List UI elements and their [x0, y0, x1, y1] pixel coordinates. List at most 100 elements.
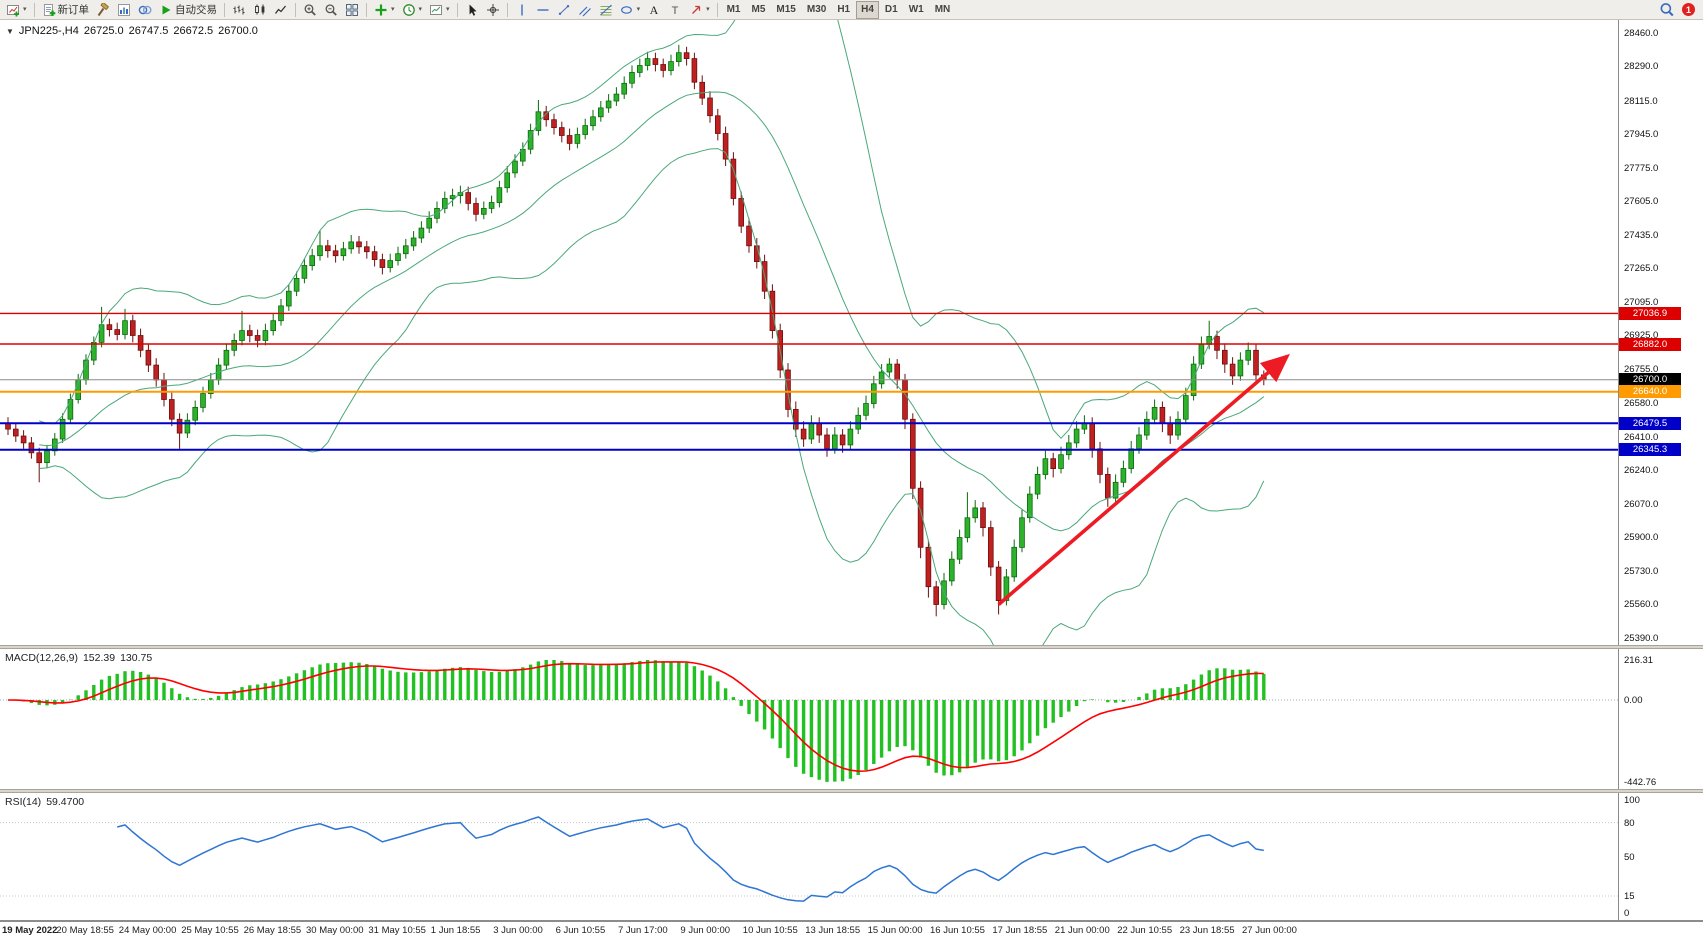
templates-button[interactable]: ▾ [426, 1, 453, 19]
text-label-button[interactable]: T [665, 1, 685, 19]
time-axis-label: 13 Jun 18:55 [805, 925, 861, 936]
timeframe-d1-button[interactable]: D1 [880, 1, 903, 19]
price-axis[interactable]: 28460.0 28290.0 28115.0 27945.0 27775.0 27605… [1618, 20, 1703, 941]
panel-splitter[interactable] [0, 645, 1703, 649]
time-axis-label: 1 Jun 18:55 [430, 925, 481, 936]
text-button[interactable]: A [644, 1, 664, 19]
time-axis-label: 20 May 18:55 [56, 925, 114, 936]
toolbar-separator [295, 2, 297, 17]
channel-icon [578, 6, 591, 16]
line-chart-button[interactable] [271, 1, 291, 19]
time-axis-label: 30 May 00:00 [306, 925, 364, 936]
candlestick-chart-button[interactable] [250, 1, 270, 19]
zoom-in-icon [304, 3, 316, 16]
timeframe-m15-button[interactable]: M15 [771, 1, 800, 19]
market-watch-button[interactable] [114, 1, 134, 19]
hammer-icon [97, 2, 109, 16]
new-order-icon [43, 3, 55, 16]
trendline-button[interactable] [554, 1, 574, 19]
zoom-in-button[interactable] [300, 1, 320, 19]
chart-close-value: 26700.0 [218, 25, 258, 37]
time-axis-label: 7 Jun 17:00 [618, 925, 668, 936]
rsi-axis-label: 100 [1624, 795, 1640, 806]
tile-windows-button[interactable] [342, 1, 362, 19]
symbol-dropdown-icon[interactable]: ▼ [6, 26, 14, 36]
data-window-icon [138, 5, 152, 14]
search-icon [1660, 3, 1674, 17]
crosshair-button[interactable] [483, 1, 503, 19]
price-axis-label: 25900.0 [1624, 532, 1659, 543]
chart-high-value: 26747.5 [128, 25, 169, 37]
zoom-out-button[interactable] [321, 1, 341, 19]
strategy-tester-button[interactable] [93, 1, 113, 19]
new-order-button[interactable]: 新订单 [39, 1, 93, 19]
indicators-button[interactable]: ▾ [371, 1, 398, 19]
bars-icon [233, 5, 245, 14]
time-axis-label: 6 Jun 10:55 [555, 925, 606, 936]
rsi-label: RSI(14) 59.4700 [5, 796, 84, 808]
play-icon [162, 5, 171, 14]
tile-icon [346, 3, 359, 16]
candles-icon [255, 4, 265, 14]
trend-arrow[interactable] [997, 353, 1290, 606]
new-chart-button[interactable]: ▾ [3, 1, 30, 19]
bar-chart-button[interactable] [229, 1, 249, 19]
price-axis-label: 26410.0 [1624, 431, 1659, 443]
shapes-icon [620, 5, 632, 14]
shapes-button[interactable]: ▾ [617, 1, 644, 19]
data-window-button[interactable] [135, 1, 155, 19]
macd-panel[interactable] [0, 649, 1618, 789]
price-line-label: 27036.9 [1619, 306, 1681, 320]
time-axis-label: 3 Jun 00:00 [493, 925, 543, 936]
macd-label: MACD(12,26,9) 152.39 130.75 [5, 652, 152, 664]
main-chart[interactable] [0, 20, 1618, 645]
toolbar: ▾ 新订单 自动交易 ▾ ▾ ▾ ▾ A T ▾ M1 M5 M15 M30 H1 H4 D1 W1 MN 1 [0, 0, 1703, 20]
horizontal-price-lines[interactable] [0, 312, 1618, 451]
equidistant-channel-button[interactable] [575, 1, 595, 19]
price-axis-label: 25730.0 [1624, 565, 1659, 577]
toolbar-separator [224, 2, 226, 17]
timeframe-m30-button[interactable]: M30 [802, 1, 831, 19]
horizontal-line-button[interactable] [533, 1, 553, 19]
fibonacci-button[interactable] [596, 1, 616, 19]
timeframe-m5-button[interactable]: M5 [747, 1, 771, 19]
price-axis-label: 27095.0 [1624, 296, 1659, 308]
time-axis-label: 31 May 10:55 [368, 925, 426, 936]
time-axis-label: 17 Jun 18:55 [992, 925, 1048, 936]
market-icon [118, 3, 131, 16]
rsi-axis-label: 50 [1624, 851, 1635, 863]
vertical-line-button[interactable] [512, 1, 532, 19]
fibo-icon [599, 4, 612, 15]
macd-axis-label: 216.31 [1624, 655, 1654, 666]
timeframe-h4-button[interactable]: H4 [856, 0, 879, 19]
periods-button[interactable]: ▾ [399, 1, 426, 19]
timeframe-w1-button[interactable]: W1 [904, 1, 929, 19]
notification-badge[interactable]: 1 [1682, 3, 1695, 16]
price-axis-label: 26755.0 [1624, 363, 1659, 375]
clock-icon [402, 3, 415, 16]
price-axis-label: 25560.0 [1624, 599, 1659, 610]
search-button[interactable] [1656, 1, 1677, 19]
rsi-panel[interactable] [0, 793, 1618, 920]
rsi-axis-label: 15 [1624, 891, 1635, 902]
panel-splitter[interactable] [0, 789, 1703, 793]
time-axis-label: 22 Jun 10:55 [1117, 925, 1173, 936]
cursor-button[interactable] [462, 1, 482, 19]
price-axis-label: 28460.0 [1624, 27, 1659, 39]
svg-text:T: T [672, 5, 679, 17]
macd-signal-line [7, 661, 1264, 773]
time-axis-label: 9 Jun 00:00 [680, 925, 731, 936]
rsi-axis-label: 0 [1624, 908, 1630, 919]
timeframe-m1-button[interactable]: M1 [722, 1, 746, 19]
arrows-button[interactable]: ▾ [686, 1, 713, 19]
price-axis-label: 26240.0 [1624, 465, 1659, 476]
auto-trading-button[interactable]: 自动交易 [156, 1, 220, 19]
timeframe-h1-button[interactable]: H1 [832, 1, 855, 19]
text-t-icon: T [672, 5, 679, 17]
cursor-icon [469, 4, 477, 16]
rsi-value: 59.4700 [46, 796, 85, 808]
timeframe-mn-button[interactable]: MN [930, 1, 956, 19]
time-axis[interactable]: 19 May 2022 20 May 18:55 24 May 00:00 25 Ma… [0, 922, 1703, 941]
price-axis-label: 28115.0 [1624, 95, 1658, 107]
macd-axis-label: -442.76 [1624, 777, 1657, 788]
